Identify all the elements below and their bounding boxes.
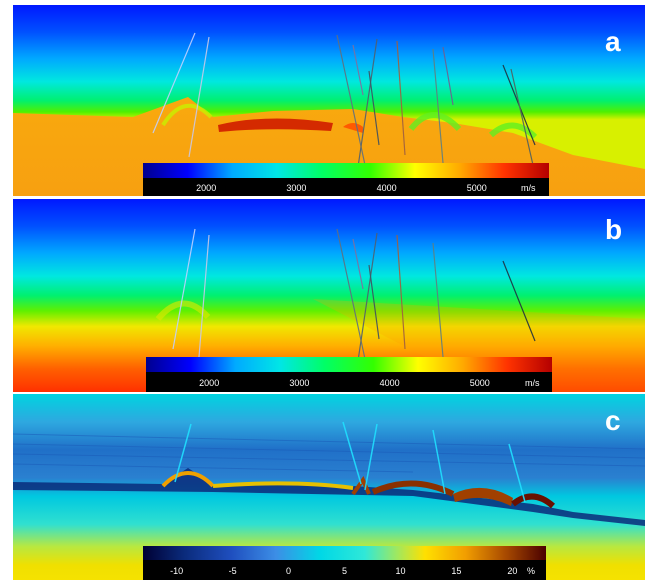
colorbar-tick-label: 3000	[289, 378, 309, 388]
colorbar-tick-label: 10	[395, 566, 405, 576]
colorbar-tick-label: 5000	[470, 378, 490, 388]
colorbar-a	[143, 163, 549, 178]
colorbar-tick-label: 5	[342, 566, 347, 576]
colorbar-c-unit: %	[527, 566, 535, 576]
panel-b-label: b	[605, 214, 622, 245]
panel-a: 2000 3000 4000 5000 m/s a	[13, 5, 645, 196]
panel-c: -10 -5 0 5 10 15 20 % c	[13, 394, 645, 580]
colorbar-b-ticks: 2000 3000 4000 5000	[199, 378, 490, 388]
colorbar-tick-label: 0	[286, 566, 291, 576]
colorbar-tick-label: 4000	[380, 378, 400, 388]
colorbar-c-ticks: -10 -5 0 5 10 15 20	[170, 566, 517, 576]
colorbar-b-unit: m/s	[525, 378, 540, 388]
colorbar-a-ticks: 2000 3000 4000 5000	[196, 183, 487, 193]
colorbar-tick-label: 3000	[286, 183, 306, 193]
colorbar-tick-label: 20	[507, 566, 517, 576]
colorbar-tick-label: -10	[170, 566, 183, 576]
colorbar-b	[146, 357, 552, 372]
colorbar-tick-label: 2000	[196, 183, 216, 193]
colorbar-c	[143, 546, 546, 560]
panel-b: 2000 3000 4000 5000 m/s b	[13, 199, 645, 392]
colorbar-tick-label: 5000	[467, 183, 487, 193]
colorbar-tick-label: -5	[229, 566, 237, 576]
panel-a-label: a	[605, 26, 621, 57]
panel-c-label: c	[605, 405, 621, 436]
colorbar-a-unit: m/s	[521, 183, 536, 193]
colorbar-tick-label: 4000	[377, 183, 397, 193]
colorbar-tick-label: 15	[451, 566, 461, 576]
colorbar-tick-label: 2000	[199, 378, 219, 388]
